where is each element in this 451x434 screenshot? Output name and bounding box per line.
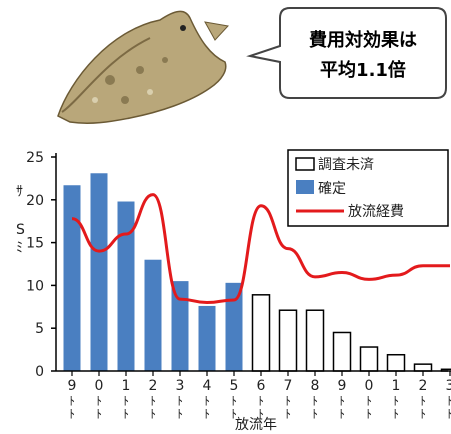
x-tick-digit: 4: [203, 378, 212, 394]
y-tick-label: 0: [35, 364, 44, 380]
y-tick-label: 5: [35, 321, 44, 337]
x-tick-glyph: ﾄ: [69, 407, 75, 421]
x-tick-glyph: ﾄ: [339, 407, 345, 421]
x-tick-digit: 3: [446, 378, 451, 394]
bar-pending: [251, 294, 271, 372]
expense-series-line: [71, 193, 450, 305]
legend-swatch-pending: [295, 157, 315, 171]
y-label-char-3: ﾐ: [16, 240, 23, 256]
x-tick-glyph: ﾄ: [177, 407, 183, 421]
x-tick-glyph: ﾄ: [258, 407, 264, 421]
legend-swatch-confirmed: [296, 180, 314, 194]
x-tick-glyph: ﾄ: [285, 394, 291, 408]
bar-confirmed: [117, 201, 135, 371]
callout-bubble: 費用対効果は 平均1.1倍: [246, 7, 447, 99]
bar-confirmed: [144, 259, 162, 371]
bar-pending: [278, 309, 298, 372]
x-tick-glyph: ﾄ: [447, 407, 451, 421]
x-tick-glyph: ﾄ: [123, 407, 129, 421]
legend-label-pending: 調査未済: [318, 157, 374, 173]
y-tick-label: 25: [26, 150, 44, 166]
y-tick-label: 10: [26, 278, 44, 294]
x-tick-digit: 1: [392, 378, 401, 394]
callout-line-2: 平均1.1倍: [320, 59, 406, 81]
x-tick-glyph: ﾄ: [393, 407, 399, 421]
x-tick-glyph: ﾄ: [285, 407, 291, 421]
x-tick-glyph: ﾄ: [312, 407, 318, 421]
callout-line-1: 費用対効果は: [309, 29, 417, 51]
bar-pending: [332, 331, 352, 372]
x-tick-digit: 2: [419, 378, 428, 394]
x-tick-digit: 5: [230, 378, 239, 394]
x-tick-digit: 1: [122, 378, 131, 394]
legend: 調査未済 確定 放流経費: [287, 149, 449, 227]
legend-label-expense: 放流経費: [348, 204, 404, 220]
x-tick-digit: 0: [365, 378, 374, 394]
x-tick-glyph: ﾄ: [366, 407, 372, 421]
x-tick-digit: 0: [95, 378, 104, 394]
legend-label-confirmed: 確定: [318, 181, 346, 197]
x-tick-glyph: ﾄ: [96, 394, 102, 408]
x-tick-glyph: ﾄ: [420, 407, 426, 421]
x-tick-glyph: ﾄ: [204, 394, 210, 408]
x-tick-digit: 6: [257, 378, 266, 394]
x-tick-glyph: ﾄ: [96, 407, 102, 421]
bar-pending: [359, 346, 379, 372]
bar-confirmed: [90, 173, 108, 371]
x-tick-digit: 3: [176, 378, 185, 394]
flatfish-icon: [57, 10, 229, 124]
x-tick-glyph: ﾄ: [420, 394, 426, 408]
x-tick-glyph: ﾄ: [258, 394, 264, 408]
x-tick-digit: 9: [338, 378, 347, 394]
x-tick-glyph: ﾄ: [231, 394, 237, 408]
y-label-char-2: S: [16, 222, 25, 238]
x-tick-glyph: ﾄ: [69, 394, 75, 408]
y-label-char-1: ｻ: [16, 184, 23, 200]
y-tick-label: 15: [26, 236, 44, 252]
bar-pending: [413, 363, 433, 372]
bar-confirmed: [63, 185, 81, 371]
x-tick-glyph: ﾄ: [177, 394, 183, 408]
bars: [63, 173, 451, 372]
bar-confirmed: [225, 282, 243, 371]
bar-confirmed: [171, 281, 189, 371]
x-tick-glyph: ﾄ: [312, 394, 318, 408]
y-axis: 0 5 10 15 20 25: [26, 150, 57, 380]
x-tick-digit: 7: [284, 378, 293, 394]
x-tick-glyph: ﾄ: [447, 394, 451, 408]
y-tick-label: 20: [26, 193, 44, 209]
bar-pending: [305, 309, 325, 372]
expense-line: [71, 193, 450, 305]
x-tick-glyph: ﾄ: [150, 394, 156, 408]
x-axis: 9ﾄﾄ0ﾄﾄ1ﾄﾄ2ﾄﾄ3ﾄﾄ4ﾄﾄ5ﾄﾄ6ﾄﾄ7ﾄﾄ8ﾄﾄ9ﾄﾄ0ﾄﾄ1ﾄﾄ2…: [56, 370, 451, 421]
x-tick-glyph: ﾄ: [339, 394, 345, 408]
x-tick-glyph: ﾄ: [204, 407, 210, 421]
x-tick-digit: 9: [68, 378, 77, 394]
bar-confirmed: [198, 305, 216, 371]
x-tick-glyph: ﾄ: [231, 407, 237, 421]
x-tick-digit: 2: [149, 378, 158, 394]
x-tick-glyph: ﾄ: [150, 407, 156, 421]
x-tick-glyph: ﾄ: [123, 394, 129, 408]
x-tick-glyph: ﾄ: [393, 394, 399, 408]
x-tick-glyph: ﾄ: [366, 394, 372, 408]
x-tick-digit: 8: [311, 378, 320, 394]
x-axis-title: 放流年: [235, 417, 277, 433]
bar-pending: [386, 353, 406, 372]
